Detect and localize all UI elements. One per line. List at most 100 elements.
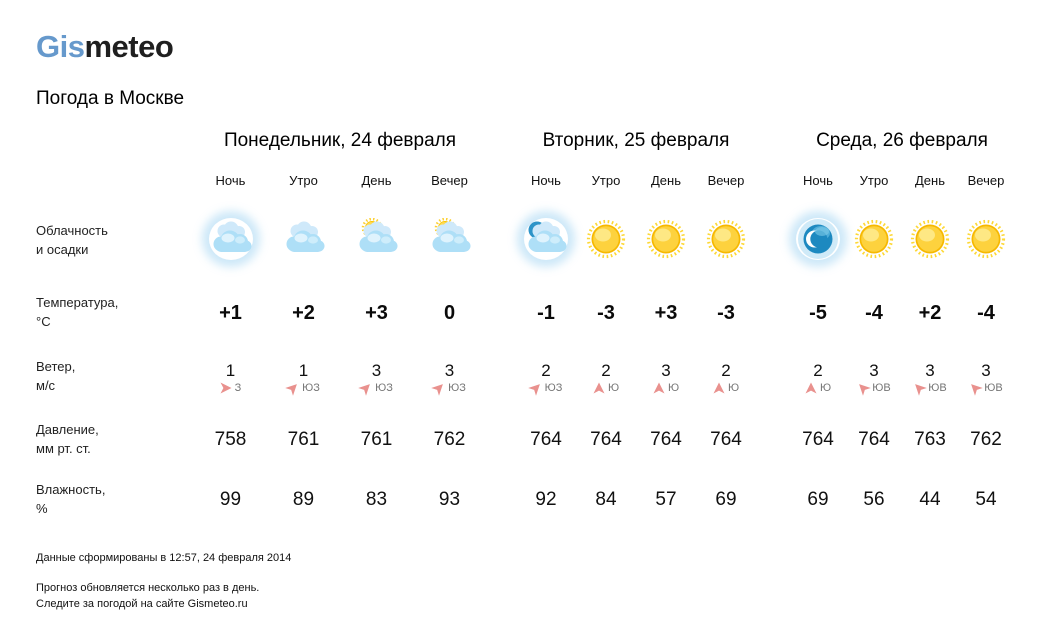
pressure-value: 762	[433, 429, 466, 451]
wind-direction-label: З	[234, 381, 242, 394]
wind-arrow-n-icon	[593, 382, 605, 394]
humidity-value: 92	[535, 489, 557, 511]
time-of-day-label: День	[651, 172, 681, 188]
time-of-day-label: Утро	[591, 172, 621, 188]
weather-icon-cloudy	[282, 218, 326, 260]
day-header: Понедельник, 24 февраля	[223, 130, 457, 152]
pressure-value: 764	[710, 429, 742, 451]
wind-arrow-nw-icon	[855, 379, 872, 396]
wind-direction: ЮВ	[902, 381, 958, 396]
wind-arrow-ne-icon	[431, 379, 448, 396]
humidity-value: 93	[438, 489, 461, 511]
temperature-value: +3	[365, 301, 388, 324]
time-of-day-label: Вечер	[431, 172, 468, 188]
temperature-value: 0	[443, 301, 456, 324]
pressure-value: 764	[858, 429, 890, 451]
wind-direction-label: Ю	[727, 381, 740, 394]
row-label-wind: Ветер, м/с	[36, 359, 76, 394]
wind-direction: ЮЗ	[413, 379, 486, 396]
wind-speed: 2	[721, 360, 731, 380]
wind-cell: 3 ЮЗ	[413, 361, 486, 396]
weather-icon-sunny	[908, 218, 952, 260]
logo-meteo: meteo	[84, 29, 174, 64]
wind-speed: 1	[225, 360, 236, 380]
time-of-day-label: День	[361, 172, 392, 188]
time-of-day-label: День	[915, 172, 945, 188]
wind-speed: 2	[541, 360, 551, 380]
time-of-day-label: Утро	[289, 172, 318, 188]
wind-cell: 3 ЮЗ	[340, 360, 413, 396]
weather-icon-sunny	[584, 218, 628, 260]
pressure-value: 758	[214, 429, 247, 451]
temperature-value: +3	[654, 301, 678, 324]
time-of-day-label: Вечер	[967, 172, 1005, 188]
cloudiness-cell	[413, 217, 486, 265]
weather-icon-sunny	[644, 218, 688, 260]
time-of-day-label: Ночь	[803, 172, 833, 188]
humidity-value: 69	[715, 489, 737, 511]
wind-speed: 3	[981, 360, 991, 380]
wind-direction: ЮЗ	[267, 379, 340, 396]
wind-direction-label: Ю	[667, 381, 680, 394]
wind-cell: 2 ЮЗ	[516, 360, 576, 396]
temperature-value: +2	[918, 301, 942, 324]
cloudiness-cell	[790, 218, 846, 265]
weather-icon-cloudy	[209, 218, 253, 260]
wind-speed: 2	[813, 360, 823, 380]
pressure-value: 764	[590, 429, 622, 451]
weather-icon-sunny	[964, 218, 1008, 260]
weather-icon-moon	[796, 218, 840, 260]
cloudiness-cell	[267, 218, 340, 265]
temperature-value: -4	[977, 301, 995, 324]
pressure-value: 764	[802, 429, 834, 451]
wind-direction-label: ЮВ	[872, 381, 891, 394]
temperature-value: -3	[597, 301, 615, 324]
time-of-day-label: Вечер	[707, 172, 745, 188]
wind-arrow-ne-icon	[285, 379, 302, 396]
humidity-value: 69	[807, 489, 829, 511]
wind-arrow-ne-icon	[527, 379, 544, 396]
cloudiness-cell	[194, 218, 267, 265]
cloudiness-cell	[696, 218, 756, 265]
wind-direction-label: ЮВ	[928, 381, 947, 394]
wind-direction-label: ЮЗ	[448, 381, 466, 394]
weather-icon-sun-cloud	[355, 217, 399, 260]
gismeteo-logo[interactable]: Gismeteo	[36, 29, 174, 64]
wind-direction-label: ЮЗ	[544, 381, 563, 394]
update-note: Прогноз обновляется несколько раз в день…	[36, 580, 1044, 613]
humidity-value: 44	[919, 489, 941, 511]
wind-cell: 3 ЮВ	[958, 360, 1014, 396]
wind-direction: Ю	[696, 382, 756, 394]
wind-cell: 3 ЮВ	[846, 361, 902, 396]
cloudiness-cell	[340, 217, 413, 265]
wind-speed: 2	[601, 360, 611, 380]
temperature-value: +2	[292, 301, 315, 324]
wind-speed: 1	[298, 360, 309, 380]
update-note-line2: Следите за погодой на сайте Gismeteo.ru	[36, 598, 248, 611]
row-label-humidity: Влажность,%	[36, 482, 106, 517]
wind-cell: 1 ЮЗ	[267, 360, 340, 396]
weather-icon-sunny	[704, 218, 748, 260]
day-header: Вторник, 25 февраля	[542, 130, 730, 152]
cloudiness-cell	[846, 218, 902, 265]
wind-direction-label: ЮЗ	[302, 381, 320, 394]
wind-direction: ЮВ	[958, 382, 1014, 396]
wind-direction: ЮВ	[846, 379, 902, 396]
wind-direction: Ю	[576, 382, 636, 394]
cloudiness-cell	[902, 218, 958, 265]
forecast-table: Облачность и осадки Температура, °C Ветер, м/…	[36, 122, 1044, 530]
humidity-value: 83	[365, 489, 388, 511]
temperature-value: -1	[537, 301, 555, 324]
time-of-day-label: Утро	[859, 172, 889, 188]
day-header: Среда, 26 февраля	[816, 130, 988, 152]
wind-arrow-n-icon	[805, 382, 817, 394]
cloudiness-cell	[576, 218, 636, 265]
wind-direction-label: Ю	[607, 381, 620, 394]
temperature-value: -3	[717, 301, 735, 324]
temperature-value: -5	[809, 301, 827, 324]
wind-speed: 3	[371, 360, 382, 380]
